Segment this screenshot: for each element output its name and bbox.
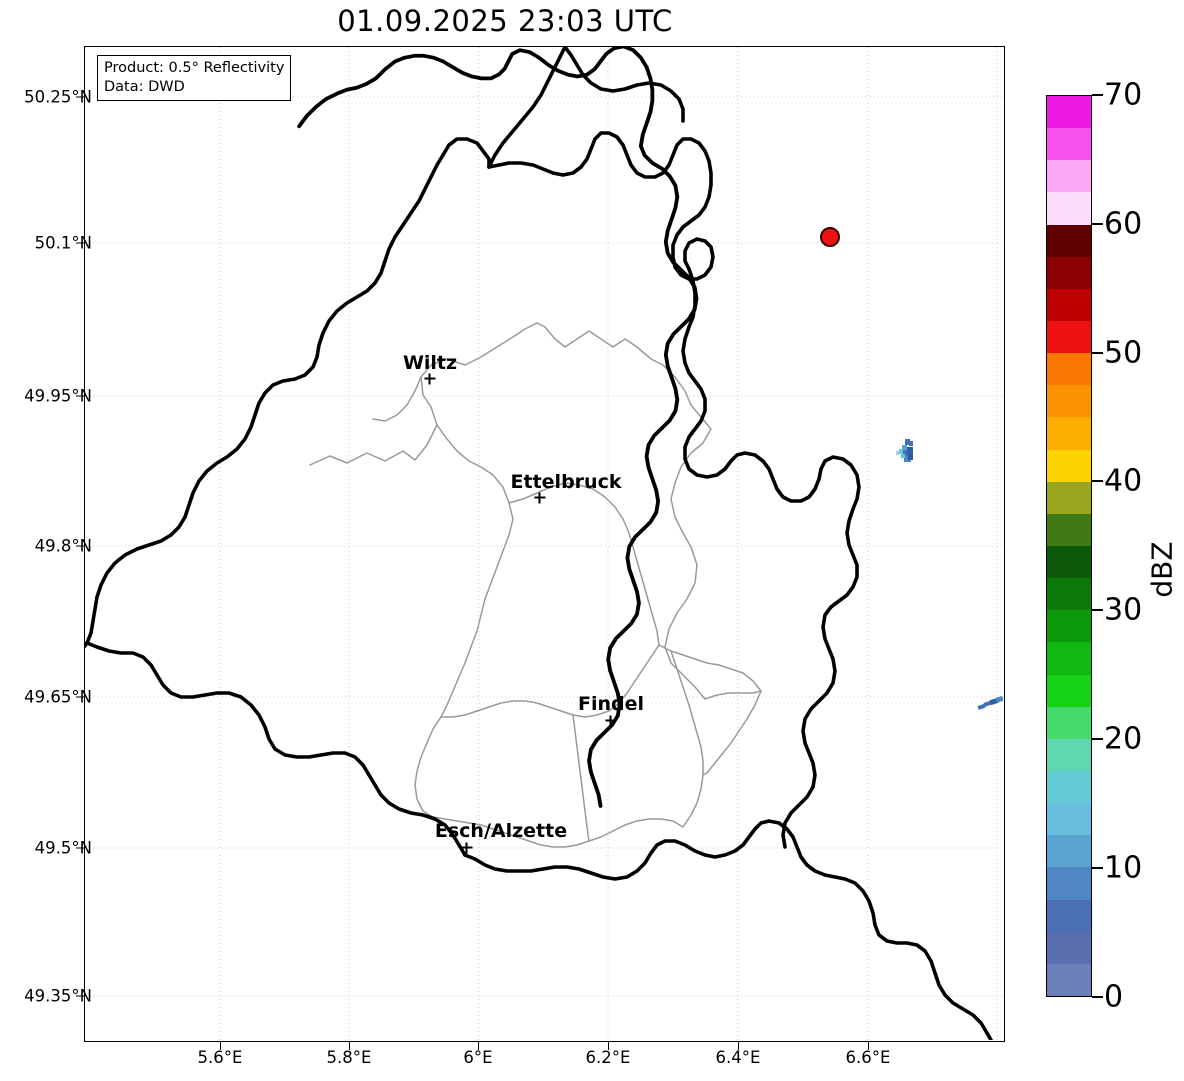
x-tick-label-56: 5.6°E: [197, 1048, 243, 1067]
colorbar-tick-10: 10: [1104, 850, 1143, 886]
y-tick-mark: [76, 847, 84, 849]
y-tick-label-495: 49.5°N: [34, 838, 92, 858]
y-tick-mark: [76, 995, 84, 997]
echo-blue-edge: [977, 695, 1003, 710]
product-info-box: Product: 0.5° Reflectivity Data: DWD: [97, 55, 292, 102]
neighbor-borders: [487, 47, 685, 169]
colorbar-band-50-52.5: [1047, 320, 1091, 354]
colorbar-tick-70: 70: [1104, 77, 1143, 113]
page-title: 01.09.2025 23:03 UTC: [337, 4, 673, 38]
colorbar-band-57.5-60: [1047, 224, 1091, 257]
canton-borders: [309, 322, 762, 848]
city-label-findel: Findel: [577, 693, 645, 715]
y-tick-mark: [76, 395, 84, 397]
colorbar-band-2.5-5: [1047, 931, 1091, 964]
city-marker-findel: [605, 715, 617, 727]
y-tick-mark: [76, 242, 84, 244]
colorbar-tick-0: 0: [1104, 979, 1124, 1015]
colorbar-band-0-2.5: [1047, 963, 1091, 996]
national-borders: [297, 47, 699, 808]
city-marker-ettelbruck: [534, 492, 546, 504]
y-tick-label-501: 50.1°N: [34, 233, 92, 253]
info-data-line: Data: DWD: [104, 78, 185, 95]
city-label-esch-alzette: Esch/Alzette: [434, 820, 568, 842]
y-tick-label-4965: 49.65°N: [24, 687, 92, 707]
colorbar-band-37.5-40: [1047, 481, 1091, 514]
echo-red-north: [820, 227, 840, 247]
colorbar-band-35-37.5: [1047, 513, 1091, 546]
y-tick-mark: [76, 96, 84, 98]
colorbar-tick-50: 50: [1104, 335, 1143, 371]
x-tick-mark: [738, 1042, 739, 1050]
city-marker-wiltz: [424, 373, 436, 385]
y-tick-mark: [76, 696, 84, 698]
colorbar-band-22.5-25: [1047, 674, 1091, 707]
colorbar-band-52.5-55: [1047, 288, 1091, 321]
x-tick-label-58: 5.8°E: [326, 1048, 372, 1067]
colorbar-band-32.5-35: [1047, 545, 1091, 579]
colorbar-band-25-27.5: [1047, 642, 1091, 675]
colorbar-tick-mark: [1092, 94, 1103, 96]
colorbar-band-12.5-15: [1047, 803, 1091, 836]
colorbar-tick-60: 60: [1104, 206, 1143, 242]
colorbar-band-15-17.5: [1047, 770, 1091, 804]
colorbar-axis-label: dBZ: [1145, 541, 1179, 598]
map-vector-layer: [85, 47, 1003, 1040]
radar-echo-layer: [820, 227, 1003, 710]
colorbar-tick-mark: [1092, 996, 1103, 998]
colorbar-band-17.5-20: [1047, 738, 1091, 771]
colorbar-band-47.5-50: [1047, 353, 1091, 386]
colorbar-band-67.5-70: [1047, 96, 1091, 129]
colorbar-band-65-67.5: [1047, 128, 1091, 161]
x-tick-mark: [868, 1042, 869, 1050]
colorbar-tick-30: 30: [1104, 592, 1143, 628]
colorbar-tick-40: 40: [1104, 463, 1143, 499]
y-tick-label-4995: 49.95°N: [24, 386, 92, 406]
colorbar-tick-mark: [1092, 867, 1103, 869]
info-product-line: Product: 0.5° Reflectivity: [104, 60, 285, 76]
city-label-wiltz: Wiltz: [402, 352, 458, 374]
x-tick-label-66: 6.6°E: [845, 1048, 891, 1067]
colorbar-band-62.5-65: [1047, 160, 1091, 193]
x-tick-mark: [349, 1042, 350, 1050]
colorbar-band-55-57.5: [1047, 256, 1091, 289]
echo-blue-east: [896, 439, 913, 462]
y-tick-mark: [76, 545, 84, 547]
x-tick-label-64: 6.4°E: [715, 1048, 761, 1067]
colorbar-band-10-12.5: [1047, 835, 1091, 868]
colorbar-band-27.5-30: [1047, 610, 1091, 643]
reflectivity-colorbar[interactable]: [1046, 95, 1092, 997]
colorbar-band-20-22.5: [1047, 706, 1091, 739]
city-label-ettelbruck: Ettelbruck: [510, 471, 622, 493]
y-tick-label-4935: 49.35°N: [24, 986, 92, 1006]
colorbar-band-30-32.5: [1047, 578, 1091, 611]
x-tick-mark: [478, 1042, 479, 1050]
colorbar-band-5-7.5: [1047, 899, 1091, 932]
city-marker-esch-alzette: [461, 842, 473, 854]
x-tick-mark: [608, 1042, 609, 1050]
x-tick-mark: [220, 1042, 221, 1050]
colorbar-band-60-62.5: [1047, 192, 1091, 225]
x-tick-label-62: 6.2°E: [585, 1048, 631, 1067]
luxembourg-border: [85, 131, 993, 1040]
colorbar-band-45-47.5: [1047, 385, 1091, 418]
colorbar-band-40-42.5: [1047, 449, 1091, 482]
colorbar-tick-mark: [1092, 223, 1103, 225]
y-tick-label-498: 49.8°N: [34, 536, 92, 556]
colorbar-tick-mark: [1092, 352, 1103, 354]
radar-map-panel[interactable]: Product: 0.5° Reflectivity Data: DWD: [84, 46, 1005, 1042]
x-tick-label-6: 6°E: [463, 1048, 493, 1067]
colorbar-tick-20: 20: [1104, 721, 1143, 757]
colorbar-band-42.5-45: [1047, 417, 1091, 450]
colorbar-band-7.5-10: [1047, 867, 1091, 900]
colorbar-tick-mark: [1092, 480, 1103, 482]
y-tick-label-5025: 50.25°N: [24, 87, 92, 107]
colorbar-tick-mark: [1092, 738, 1103, 740]
graticule-grid: [85, 47, 1003, 1040]
colorbar-tick-mark: [1092, 609, 1103, 611]
